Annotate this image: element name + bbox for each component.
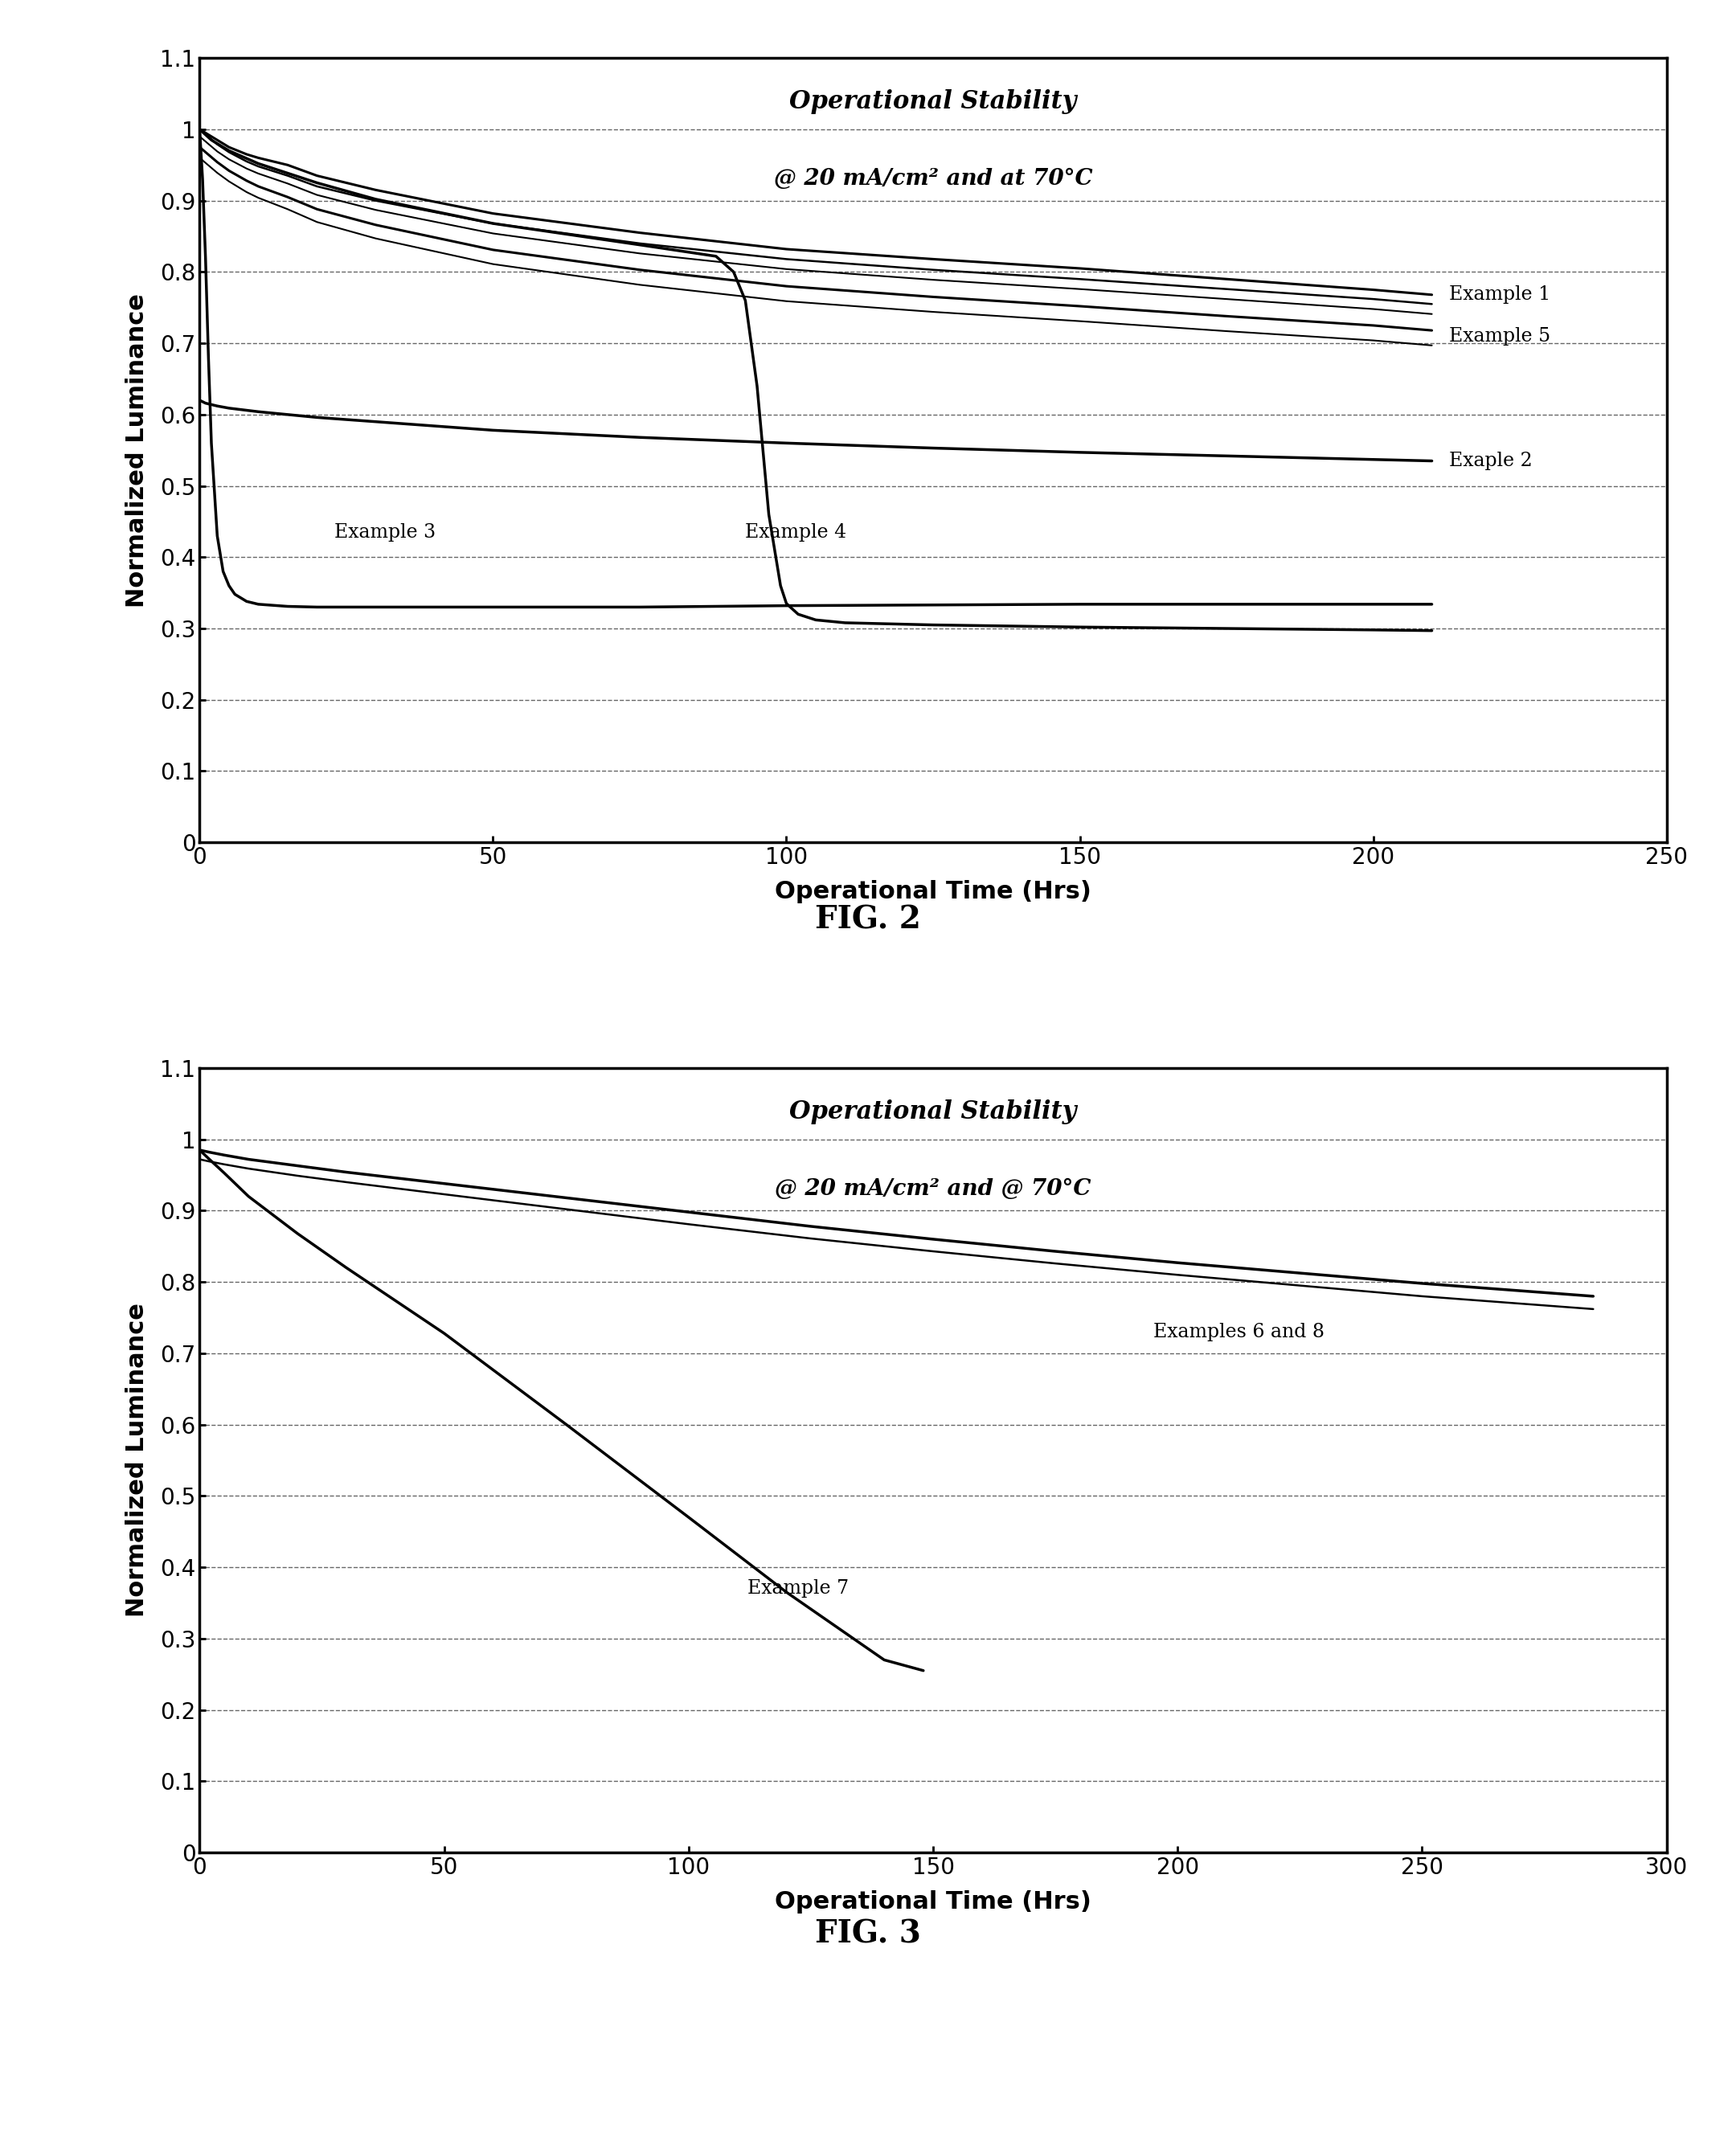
Text: FIG. 2: FIG. 2	[814, 905, 922, 935]
Text: Example 7: Example 7	[746, 1580, 849, 1599]
X-axis label: Operational Time (Hrs): Operational Time (Hrs)	[774, 879, 1092, 903]
X-axis label: Operational Time (Hrs): Operational Time (Hrs)	[774, 1889, 1092, 1913]
Y-axis label: Normalized Luminance: Normalized Luminance	[125, 1302, 149, 1618]
Text: Example 4: Example 4	[745, 522, 847, 542]
Text: Exaple 2: Exaple 2	[1450, 451, 1533, 471]
Text: Operational Stability: Operational Stability	[790, 90, 1076, 114]
Text: @ 20 mA/cm² and at 70°C: @ 20 mA/cm² and at 70°C	[774, 168, 1092, 189]
Text: Examples 6 and 8: Examples 6 and 8	[1153, 1322, 1325, 1341]
Text: Example 5: Example 5	[1450, 327, 1550, 346]
Y-axis label: Normalized Luminance: Normalized Luminance	[125, 292, 149, 608]
Text: Operational Stability: Operational Stability	[790, 1100, 1076, 1124]
Text: Example 3: Example 3	[335, 522, 436, 542]
Text: @ 20 mA/cm² and @ 70°C: @ 20 mA/cm² and @ 70°C	[774, 1178, 1092, 1199]
Text: FIG. 3: FIG. 3	[814, 1919, 922, 1949]
Text: Example 1: Example 1	[1450, 286, 1550, 303]
